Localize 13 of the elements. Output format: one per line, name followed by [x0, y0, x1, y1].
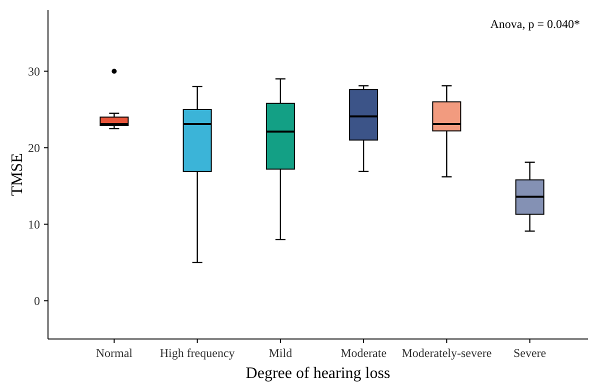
x-tick-label: Mild: [268, 346, 292, 360]
x-axis-title: Degree of hearing loss: [246, 365, 390, 382]
y-tick-label: 20: [28, 140, 40, 155]
x-tick-label: Normal: [96, 346, 134, 360]
y-tick-label: 0: [34, 294, 40, 308]
y-tick-label: 10: [28, 217, 40, 232]
y-tick-label: 30: [28, 64, 40, 78]
annotation: Anova, p = 0.040*: [490, 17, 580, 31]
x-tick-label: Moderately-severe: [402, 346, 492, 360]
x-tick-label: High frequency: [160, 346, 235, 360]
y-axis-title: TMSE: [9, 153, 26, 196]
x-tick-label: Moderate: [340, 346, 387, 360]
x-tick-label: Severe: [513, 346, 546, 360]
